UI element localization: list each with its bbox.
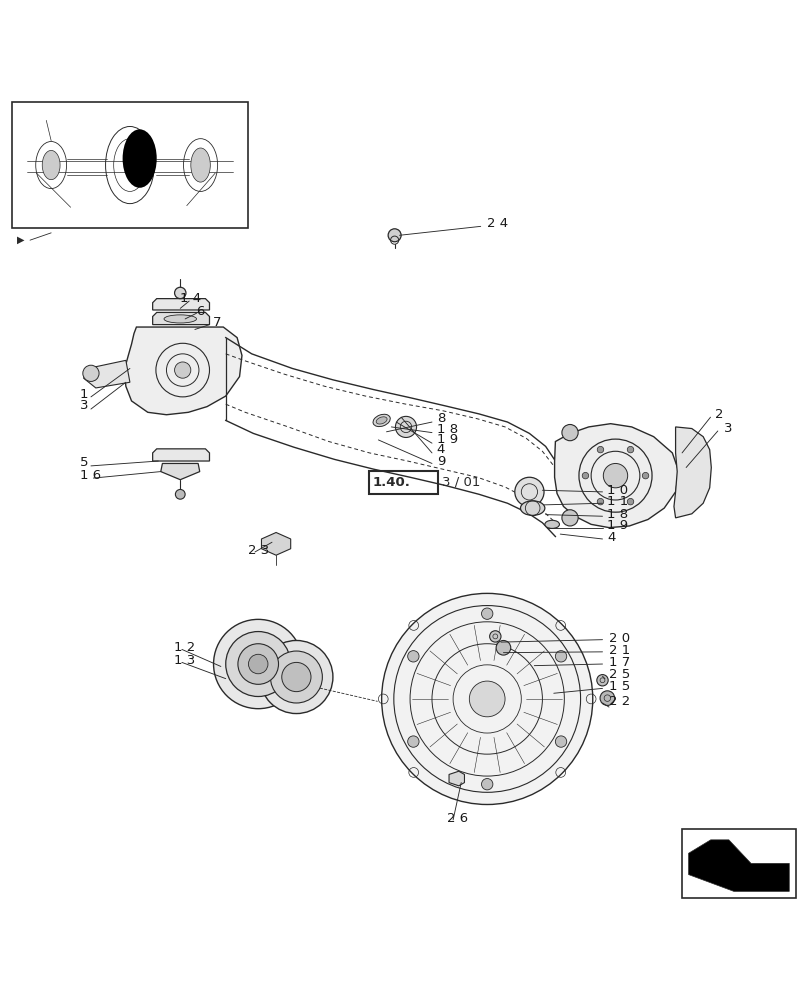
Ellipse shape [372, 414, 390, 427]
Circle shape [555, 736, 566, 747]
Circle shape [407, 651, 418, 662]
Circle shape [596, 675, 607, 686]
Circle shape [481, 779, 492, 790]
Circle shape [581, 472, 588, 479]
Ellipse shape [520, 501, 544, 515]
Text: 2: 2 [714, 408, 722, 421]
Text: 3 / 01: 3 / 01 [441, 476, 479, 489]
Circle shape [603, 463, 627, 488]
Circle shape [388, 229, 401, 242]
Circle shape [481, 608, 492, 619]
Text: 1 7: 1 7 [608, 656, 629, 669]
Text: 1 2: 1 2 [174, 641, 195, 654]
Polygon shape [161, 463, 200, 480]
Bar [681, 829, 795, 898]
Circle shape [626, 498, 633, 505]
Text: 1 6: 1 6 [79, 469, 101, 482]
Text: 4: 4 [436, 443, 444, 456]
Circle shape [260, 640, 333, 714]
Circle shape [174, 362, 191, 378]
Text: 2 5: 2 5 [608, 668, 629, 681]
Ellipse shape [375, 417, 387, 424]
Circle shape [469, 681, 504, 717]
Text: 1: 1 [79, 388, 88, 401]
Circle shape [489, 631, 500, 642]
Circle shape [248, 654, 268, 674]
Circle shape [496, 640, 510, 655]
Circle shape [174, 287, 186, 299]
Text: 2 2: 2 2 [608, 695, 629, 708]
Ellipse shape [122, 129, 157, 188]
Circle shape [596, 498, 603, 505]
Circle shape [561, 424, 577, 441]
Circle shape [225, 632, 290, 697]
Circle shape [395, 416, 416, 437]
Text: 3: 3 [79, 399, 88, 412]
Text: 1 9: 1 9 [436, 433, 457, 446]
Text: 1.40.: 1.40. [372, 476, 410, 489]
Polygon shape [152, 299, 209, 310]
Ellipse shape [42, 150, 60, 180]
Circle shape [175, 489, 185, 499]
Text: 2 3: 2 3 [247, 544, 268, 557]
Circle shape [83, 365, 99, 381]
Circle shape [561, 510, 577, 526]
Ellipse shape [544, 520, 559, 528]
Polygon shape [152, 449, 209, 461]
Polygon shape [124, 327, 242, 415]
Text: 2 0: 2 0 [608, 632, 629, 645]
Circle shape [599, 691, 614, 705]
Text: 1 4: 1 4 [180, 292, 201, 305]
Circle shape [642, 472, 648, 479]
Text: $\blacktriangleright$: $\blacktriangleright$ [15, 234, 26, 246]
Circle shape [555, 651, 566, 662]
Text: 1 0: 1 0 [607, 484, 628, 497]
Text: 7: 7 [212, 316, 221, 329]
Text: 2 1: 2 1 [608, 644, 629, 657]
Polygon shape [688, 840, 788, 891]
Text: 1 9: 1 9 [607, 519, 628, 532]
Polygon shape [673, 427, 710, 518]
Circle shape [238, 644, 278, 684]
Ellipse shape [191, 148, 210, 182]
Circle shape [407, 736, 418, 747]
Text: 1 8: 1 8 [436, 423, 457, 436]
Circle shape [626, 446, 633, 453]
Text: 2 4: 2 4 [487, 217, 508, 230]
Text: 5: 5 [79, 456, 88, 469]
Text: 8: 8 [436, 412, 444, 425]
Bar [369, 471, 438, 494]
Text: 6: 6 [196, 305, 204, 318]
Text: 1 3: 1 3 [174, 654, 195, 667]
Bar [12, 102, 247, 228]
Text: 1 5: 1 5 [608, 680, 629, 693]
Circle shape [596, 446, 603, 453]
Text: 3: 3 [723, 422, 732, 435]
Text: 9: 9 [436, 455, 444, 468]
Polygon shape [84, 360, 130, 388]
Circle shape [270, 651, 322, 703]
Text: 2 6: 2 6 [446, 812, 467, 825]
Polygon shape [448, 771, 464, 786]
Circle shape [213, 619, 303, 709]
Text: 4: 4 [607, 531, 615, 544]
Polygon shape [261, 532, 290, 555]
Circle shape [514, 477, 543, 506]
Polygon shape [554, 424, 678, 528]
Polygon shape [152, 312, 209, 325]
Text: 1 1: 1 1 [607, 495, 628, 508]
Circle shape [281, 662, 311, 692]
Circle shape [381, 593, 592, 804]
Text: 1 8: 1 8 [607, 508, 628, 521]
Ellipse shape [164, 315, 196, 323]
